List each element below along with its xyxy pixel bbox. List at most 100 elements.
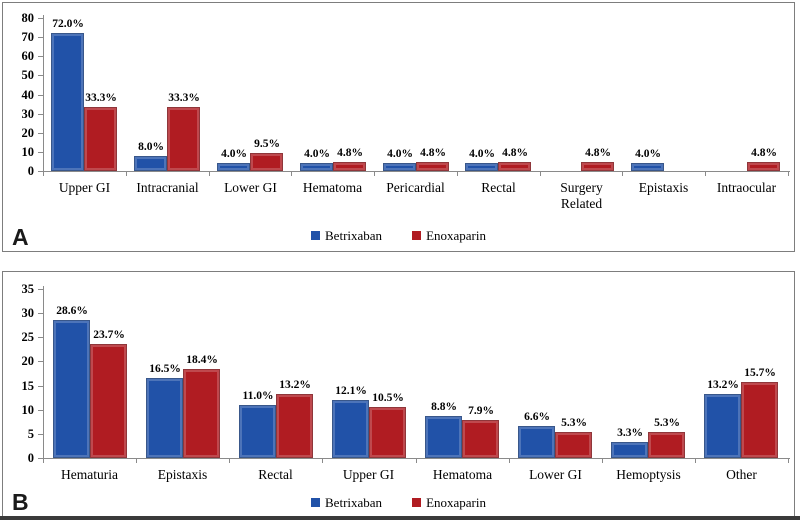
y-tick-label: 60 xyxy=(21,49,35,63)
x-tick xyxy=(509,459,510,463)
bar-betrixaban-7 xyxy=(704,394,741,458)
bar-value-label: 4.0% xyxy=(387,148,413,160)
legend-swatch-enoxaparin xyxy=(412,498,422,507)
bar-value-label: 16.5% xyxy=(149,363,181,375)
y-tick-label: 5 xyxy=(27,427,34,441)
bar-value-label: 33.3% xyxy=(168,92,200,104)
bar-enoxaparin-6 xyxy=(648,432,685,458)
panel-a-letter: A xyxy=(12,224,29,250)
x-tick xyxy=(622,172,623,176)
y-tick-label: 10 xyxy=(21,403,35,417)
bar-betrixaban-0 xyxy=(51,33,84,171)
bar-value-label: 15.7% xyxy=(744,367,776,379)
bar-betrixaban-2 xyxy=(239,405,276,458)
bar-betrixaban-4 xyxy=(425,416,462,458)
category-label: Hematoma xyxy=(302,180,363,195)
bar-enoxaparin-3 xyxy=(333,162,366,171)
y-tick xyxy=(38,133,43,134)
y-tick-label: 15 xyxy=(21,379,35,393)
x-tick xyxy=(788,459,789,463)
bar-enoxaparin-0 xyxy=(90,344,127,458)
y-tick xyxy=(38,95,43,96)
bar-enoxaparin-1 xyxy=(167,107,200,171)
y-tick-label: 30 xyxy=(21,107,35,121)
y-tick-label: 80 xyxy=(21,11,35,25)
y-tick-label: 30 xyxy=(21,306,35,320)
category-label: Hematuria xyxy=(61,467,118,482)
x-tick xyxy=(229,459,230,463)
bar-value-label: 4.8% xyxy=(751,147,777,159)
bar-value-label: 4.0% xyxy=(635,148,661,160)
y-tick xyxy=(38,337,43,338)
bar-value-label: 5.3% xyxy=(654,417,680,429)
bar-enoxaparin-5 xyxy=(498,162,531,171)
bar-value-label: 13.2% xyxy=(707,379,739,391)
y-axis-line xyxy=(43,15,44,171)
legend: Betrixaban Enoxaparin xyxy=(3,496,794,509)
y-tick-label: 40 xyxy=(21,88,35,102)
x-tick xyxy=(209,172,210,176)
x-tick xyxy=(136,459,137,463)
x-tick xyxy=(291,172,292,176)
x-tick xyxy=(126,172,127,176)
y-tick xyxy=(38,361,43,362)
category-label: Hemoptysis xyxy=(616,467,681,482)
bar-betrixaban-1 xyxy=(146,378,183,458)
y-tick xyxy=(38,18,43,19)
bar-value-label: 6.6% xyxy=(524,411,550,423)
bar-value-label: 13.2% xyxy=(279,379,311,391)
bar-value-label: 4.0% xyxy=(304,148,330,160)
legend-swatch-betrixaban xyxy=(311,498,321,507)
x-tick xyxy=(788,172,789,176)
bar-enoxaparin-3 xyxy=(369,407,406,458)
category-label: Rectal xyxy=(481,180,516,195)
category-label: Epistaxis xyxy=(638,180,689,195)
category-label: Other xyxy=(726,467,757,482)
bar-value-label: 10.5% xyxy=(372,392,404,404)
bar-value-label: 33.3% xyxy=(85,92,117,104)
legend-item-betrixaban: Betrixaban xyxy=(311,496,382,509)
bar-value-label: 5.3% xyxy=(561,417,587,429)
figure-bottom-rule xyxy=(0,516,800,520)
x-tick xyxy=(540,172,541,176)
legend-label: Enoxaparin xyxy=(426,228,486,243)
bar-value-label: 3.3% xyxy=(617,427,643,439)
bar-betrixaban-0 xyxy=(53,320,90,458)
category-label: Pericardial xyxy=(386,180,445,195)
legend: Betrixaban Enoxaparin xyxy=(3,229,794,242)
y-tick xyxy=(38,386,43,387)
bar-enoxaparin-7 xyxy=(741,382,778,458)
x-tick xyxy=(602,459,603,463)
legend-label: Betrixaban xyxy=(325,228,383,243)
y-tick xyxy=(38,313,43,314)
y-tick xyxy=(38,75,43,76)
y-tick xyxy=(38,171,43,172)
bar-enoxaparin-2 xyxy=(276,394,313,458)
bar-value-label: 23.7% xyxy=(93,329,125,341)
bar-betrixaban-5 xyxy=(465,163,498,171)
bar-value-label: 8.0% xyxy=(138,141,164,153)
bar-value-label: 4.8% xyxy=(420,147,446,159)
bar-value-label: 8.8% xyxy=(431,401,457,413)
bar-value-label: 4.8% xyxy=(502,147,528,159)
bar-betrixaban-3 xyxy=(332,400,369,458)
bar-value-label: 4.0% xyxy=(469,148,495,160)
panel-b: 0 5 10 15 20 25 30 35 28.6% 23.7% Hematuria 16.5% 18… xyxy=(2,271,795,517)
bar-betrixaban-7 xyxy=(631,163,664,171)
legend-label: Enoxaparin xyxy=(426,495,486,510)
y-tick-label: 10 xyxy=(21,145,35,159)
bar-enoxaparin-4 xyxy=(462,420,499,458)
x-axis-line xyxy=(43,458,790,459)
y-tick-label: 70 xyxy=(21,30,35,44)
legend-item-enoxaparin: Enoxaparin xyxy=(412,496,486,509)
category-label: Lower GI xyxy=(224,180,277,195)
bar-betrixaban-3 xyxy=(300,163,333,171)
bar-value-label: 18.4% xyxy=(186,354,218,366)
y-tick-label: 20 xyxy=(21,354,35,368)
category-label: Hematoma xyxy=(432,467,493,482)
bar-enoxaparin-8 xyxy=(747,162,780,171)
y-tick xyxy=(38,458,43,459)
bar-betrixaban-6 xyxy=(611,442,648,458)
bar-value-label: 28.6% xyxy=(56,305,88,317)
bar-chart-a: 0 10 20 30 40 50 60 70 80 72.0% 33.3% Upper GI 8.0% 3… xyxy=(3,3,794,251)
